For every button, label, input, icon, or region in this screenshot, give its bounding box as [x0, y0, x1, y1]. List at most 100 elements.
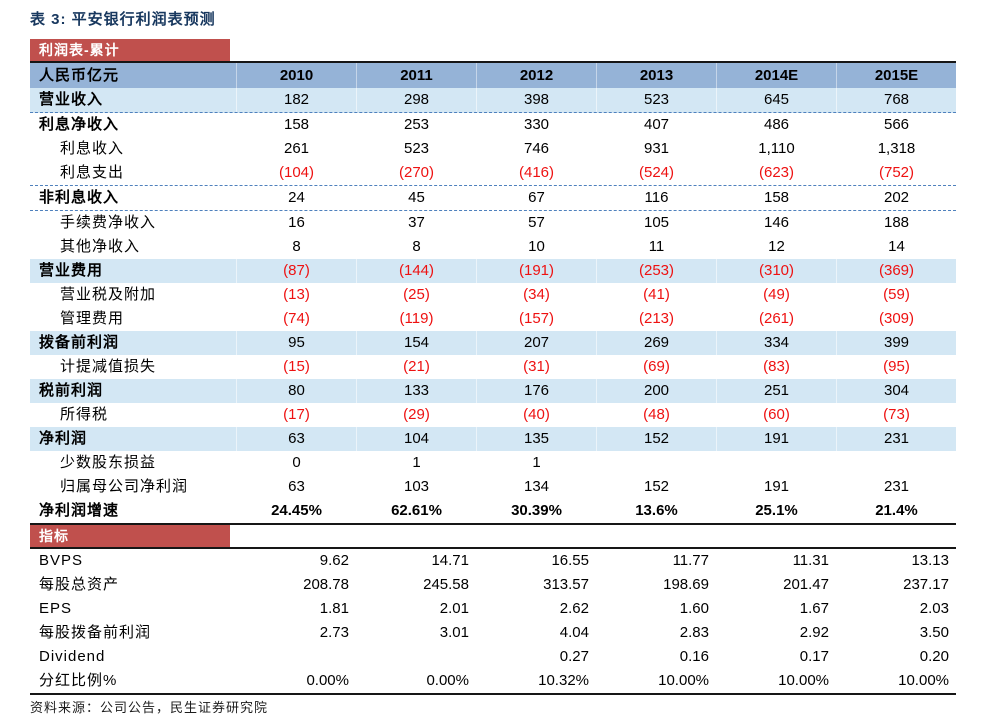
cell-value: 45 — [408, 189, 425, 206]
cell-value: 37 — [408, 214, 425, 231]
cell-value: 523 — [596, 88, 716, 112]
cell-value: 4.04 — [559, 624, 589, 641]
cell-value: 202 — [883, 189, 910, 206]
cell-value: 80 — [236, 379, 356, 403]
cell-value — [236, 645, 356, 669]
cell-value: 14.71 — [431, 552, 469, 569]
row-label: 归属母公司净利润 — [60, 478, 189, 495]
cell-value: 261 — [283, 140, 310, 157]
cell-value: 269 — [596, 331, 716, 355]
cell-value: 330 — [523, 116, 550, 133]
row-label: 少数股东损益 — [60, 454, 157, 471]
row-label: 营业费用 — [39, 262, 104, 279]
cell-value: (21) — [403, 358, 430, 375]
cell-value: 12 — [768, 238, 785, 255]
cell-value: 0 — [292, 454, 301, 471]
cell-value: 182 — [236, 88, 356, 112]
cell-value: 768 — [836, 88, 956, 112]
cell-value: 1 — [412, 454, 421, 471]
income-row: 管理费用 (74) (119) (157) (213) (261) (309) — [30, 307, 956, 331]
cell-value: (95) — [883, 358, 910, 375]
income-row: 利息支出 (104) (270) (416) (524) (623) (752) — [30, 161, 956, 186]
cell-value: (40) — [523, 406, 550, 423]
year-header-2014e: 2014E — [716, 63, 836, 88]
cell-value: 334 — [716, 331, 836, 355]
metrics-band-label: 指标 — [30, 525, 230, 547]
cell-value: 8 — [292, 238, 301, 255]
cell-value: 24 — [288, 189, 305, 206]
row-label: 其他净收入 — [60, 238, 141, 255]
cell-value: 10.00% — [778, 672, 829, 689]
cell-value: 200 — [596, 379, 716, 403]
cell-value: 3.01 — [439, 624, 469, 641]
cell-value: 10.00% — [898, 672, 949, 689]
year-header-2013: 2013 — [596, 63, 716, 88]
row-label: 手续费净收入 — [60, 214, 157, 231]
cell-value: 57 — [528, 214, 545, 231]
cell-value: 201.47 — [783, 576, 829, 593]
cell-value: 253 — [403, 116, 430, 133]
cell-value: 2.01 — [439, 600, 469, 617]
cell-value: (416) — [518, 164, 555, 181]
cell-value: 407 — [643, 116, 670, 133]
cell-value: 16 — [288, 214, 305, 231]
metrics-band-row: 指标 — [30, 525, 956, 547]
cell-value: 523 — [403, 140, 430, 157]
cell-value: (15) — [283, 358, 310, 375]
cell-value: (60) — [763, 406, 790, 423]
income-row: 拨备前利润 95 154 207 269 334 399 — [30, 331, 956, 355]
metric-row: EPS 1.81 2.01 2.62 1.60 1.67 2.03 — [30, 597, 956, 621]
cell-value: 304 — [836, 379, 956, 403]
metric-row: 每股总资产 208.78 245.58 313.57 198.69 201.47 237.1… — [30, 573, 956, 597]
cell-value: 95 — [236, 331, 356, 355]
cell-value: 152 — [596, 427, 716, 451]
cell-value: 152 — [643, 478, 670, 495]
income-row: 利息收入 261 523 746 931 1,110 1,318 — [30, 137, 956, 161]
cell-value: (369) — [836, 259, 956, 283]
cell-value: (41) — [643, 286, 670, 303]
cell-value: 1.60 — [679, 600, 709, 617]
cell-value: 0.20 — [919, 648, 949, 665]
cell-value: (157) — [518, 310, 555, 327]
cell-value: 30.39% — [511, 502, 562, 519]
cell-value: 134 — [523, 478, 550, 495]
year-header-2010: 2010 — [236, 63, 356, 88]
cell-value: (270) — [398, 164, 435, 181]
income-row: 税前利润 80 133 176 200 251 304 — [30, 379, 956, 403]
cell-value: 645 — [716, 88, 836, 112]
row-label: 分红比例% — [39, 672, 118, 689]
cell-value: 133 — [356, 379, 476, 403]
cell-value: 231 — [836, 427, 956, 451]
cell-value: 104 — [356, 427, 476, 451]
cell-value: (74) — [283, 310, 310, 327]
cell-value: (310) — [716, 259, 836, 283]
row-label: 营业税及附加 — [60, 286, 157, 303]
income-row: 少数股东损益 0 1 1 — [30, 451, 956, 475]
cell-value: 11 — [648, 238, 665, 255]
divider-line-above-metrics — [30, 523, 956, 525]
cell-value: 237.17 — [903, 576, 949, 593]
cell-value: 16.55 — [551, 552, 589, 569]
metric-row: Dividend 0.27 0.16 0.17 0.20 — [30, 645, 956, 669]
row-label: 净利润增速 — [39, 502, 120, 519]
cell-value: 158 — [763, 189, 790, 206]
cell-value: 2.62 — [559, 600, 589, 617]
cell-value: 103 — [403, 478, 430, 495]
cell-value: 0.27 — [559, 648, 589, 665]
cell-value: 566 — [883, 116, 910, 133]
cell-value: 146 — [763, 214, 790, 231]
divider-line-bottom — [30, 693, 956, 695]
cell-value: (73) — [883, 406, 910, 423]
cell-value: 63 — [236, 427, 356, 451]
cell-value: 313.57 — [543, 576, 589, 593]
cell-value — [596, 451, 716, 475]
cell-value: 24.45% — [271, 502, 322, 519]
cell-value: 1.81 — [319, 600, 349, 617]
cell-value: (59) — [883, 286, 910, 303]
cell-value: (49) — [763, 286, 790, 303]
cell-value: 1,318 — [877, 140, 916, 157]
cell-value: 135 — [476, 427, 596, 451]
cell-value: (48) — [643, 406, 670, 423]
row-label: EPS — [39, 600, 73, 617]
